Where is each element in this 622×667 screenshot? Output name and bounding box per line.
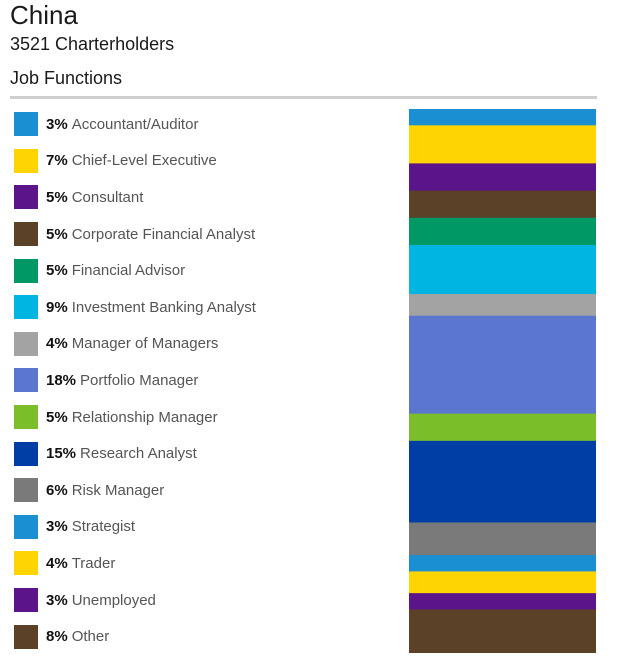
legend-swatch [14, 588, 38, 613]
legend-label: Risk Manager [71, 481, 165, 499]
legend-swatch [14, 441, 38, 466]
legend-label: Other [71, 628, 110, 646]
legend-percent: 3% [46, 518, 68, 536]
legend-swatch [14, 148, 38, 173]
bar-segment-strategist [409, 555, 596, 572]
bar-segment-corporate-financial-analyst [409, 190, 596, 219]
legend-label: Accountant/Auditor [71, 115, 199, 133]
legend-item-accountant-auditor: 3% Accountant/Auditor [14, 106, 394, 143]
legend-item-research-analyst: 15% Research Analyst [14, 435, 394, 472]
legend-percent: 4% [46, 554, 68, 572]
legend-swatch [14, 551, 38, 576]
legend-item-trader: 4% Trader [14, 545, 394, 582]
legend-label: Corporate Financial Analyst [71, 225, 256, 243]
bar-segment-accountant-auditor [409, 109, 596, 126]
section-heading: Job Functions [10, 68, 123, 88]
legend-percent: 18% [46, 371, 77, 389]
section-divider [10, 96, 597, 99]
bar-segment-chief-level-executive [409, 125, 596, 164]
legend-percent: 3% [46, 115, 68, 133]
legend-item-manager-of-managers: 4% Manager of Managers [14, 326, 394, 363]
legend-swatch [14, 112, 38, 137]
legend-percent: 7% [46, 152, 68, 170]
legend-item-corporate-financial-analyst: 5% Corporate Financial Analyst [14, 216, 394, 253]
legend-percent: 5% [46, 225, 68, 243]
legend-label: Financial Advisor [71, 262, 186, 280]
legend-item-strategist: 3% Strategist [14, 509, 394, 546]
legend-label: Research Analyst [80, 445, 197, 463]
legend-percent: 15% [46, 445, 77, 463]
bar-segment-investment-banking-analyst [409, 245, 596, 295]
legend-label: Chief-Level Executive [71, 152, 217, 170]
chart-subtitle: 3521 Charterholders [10, 34, 175, 54]
legend-swatch [14, 514, 38, 539]
legend-label: Consultant [71, 188, 144, 206]
chart-title: China [10, 0, 78, 30]
legend-label: Strategist [71, 518, 136, 536]
legend-label: Relationship Manager [71, 408, 218, 426]
bar-segment-financial-advisor [409, 217, 596, 246]
bar-segment-risk-manager [409, 522, 596, 556]
legend: 3% Accountant/Auditor 7% Chief-Level Exe… [14, 106, 394, 655]
legend-item-chief-level-executive: 7% Chief-Level Executive [14, 143, 394, 180]
legend-item-relationship-manager: 5% Relationship Manager [14, 399, 394, 436]
legend-percent: 6% [46, 481, 68, 499]
stacked-bar [409, 109, 596, 653]
legend-percent: 3% [46, 591, 68, 609]
bar-segment-portfolio-manager [409, 315, 596, 415]
legend-percent: 5% [46, 408, 68, 426]
legend-item-investment-banking-analyst: 9% Investment Banking Analyst [14, 289, 394, 326]
legend-swatch [14, 258, 38, 283]
legend-label: Unemployed [71, 591, 156, 609]
legend-item-unemployed: 3% Unemployed [14, 582, 394, 619]
bar-segment-trader [409, 571, 596, 594]
legend-swatch [14, 624, 38, 649]
legend-percent: 9% [46, 298, 68, 316]
legend-swatch [14, 331, 38, 356]
legend-swatch [14, 185, 38, 210]
legend-label: Investment Banking Analyst [71, 298, 256, 316]
legend-swatch [14, 368, 38, 393]
bar-segment-consultant [409, 163, 596, 192]
bar-segment-unemployed [409, 593, 596, 611]
legend-label: Portfolio Manager [80, 371, 199, 389]
legend-percent: 5% [46, 262, 68, 280]
legend-item-financial-advisor: 5% Financial Advisor [14, 252, 394, 289]
bar-segment-manager-of-managers [409, 293, 596, 317]
legend-item-consultant: 5% Consultant [14, 179, 394, 216]
legend-label: Manager of Managers [71, 335, 219, 353]
legend-item-other: 8% Other [14, 618, 394, 655]
legend-percent: 8% [46, 628, 68, 646]
bar-segment-research-analyst [409, 440, 596, 524]
bar-segment-relationship-manager [409, 413, 596, 442]
legend-label: Trader [71, 554, 116, 572]
legend-swatch [14, 478, 38, 503]
bar-segment-other [409, 609, 596, 653]
legend-percent: 4% [46, 335, 68, 353]
legend-swatch [14, 295, 38, 320]
legend-percent: 5% [46, 188, 68, 206]
legend-item-risk-manager: 6% Risk Manager [14, 472, 394, 509]
legend-swatch [14, 222, 38, 247]
legend-swatch [14, 405, 38, 430]
legend-item-portfolio-manager: 18% Portfolio Manager [14, 362, 394, 399]
